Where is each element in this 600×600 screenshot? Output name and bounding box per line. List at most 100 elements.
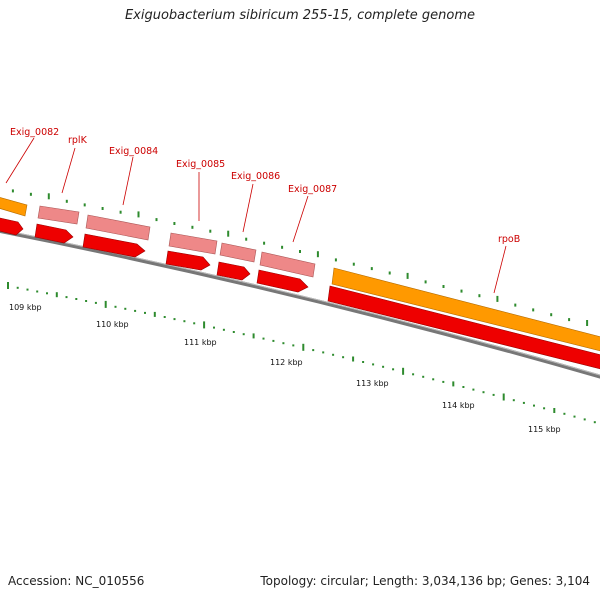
scale-tick [502, 393, 505, 401]
scale-tick [104, 300, 107, 308]
cds-rpob[interactable] [327, 285, 600, 370]
scale-tick [94, 301, 97, 304]
scale-tick [75, 298, 78, 300]
outer-tick [370, 267, 373, 271]
outer-tick [406, 272, 409, 279]
outer-tick [460, 289, 463, 293]
cds-arrow-4[interactable] [165, 250, 211, 271]
gene-label-rpob[interactable]: rpoB [498, 234, 520, 245]
scale-tick [16, 286, 19, 289]
scale-tick [193, 322, 196, 325]
scale-tick [272, 339, 275, 342]
genome-backbone [0, 228, 600, 379]
scale-tick [85, 300, 88, 302]
outer-tick [478, 294, 481, 298]
scale-tick [173, 318, 176, 321]
scale-tick [213, 326, 215, 329]
outer-tick [352, 262, 355, 266]
scale-label-112: 112 kbp [270, 358, 303, 367]
outer-tick [227, 230, 230, 237]
gene-labels: Exig_0082 rplK Exig_0084 Exig_0085 Exig_… [5, 127, 520, 294]
scale-tick-layer [7, 282, 596, 424]
accession-text: Accession: NC_010556 [8, 574, 145, 588]
outer-tick [281, 245, 284, 249]
outer-tick [11, 189, 14, 193]
scale-tick [452, 381, 455, 387]
gene-label-exig-0084[interactable]: Exig_0084 [109, 146, 158, 157]
gene-exig-0085[interactable] [168, 232, 218, 255]
gene-exig-0084[interactable] [85, 214, 151, 241]
scale-tick [114, 305, 117, 308]
scale-tick [362, 361, 365, 363]
scale-tick [553, 408, 556, 413]
gene-exig-0082[interactable] [0, 196, 28, 217]
outer-tick [532, 308, 535, 312]
scale-tick [242, 333, 245, 336]
outer-tick [47, 193, 50, 200]
gene-label-rplk[interactable]: rplK [68, 135, 88, 146]
scale-tick [7, 282, 9, 289]
gene-rpob[interactable] [331, 267, 600, 352]
scale-tick [252, 333, 255, 339]
scale-label-115: 115 kbp [528, 425, 561, 434]
outer-tick [65, 199, 68, 203]
outer-tick [388, 271, 391, 275]
scale-tick [543, 407, 546, 410]
scale-tick [144, 311, 146, 314]
outer-tick [586, 320, 589, 326]
gene-label-exig-0086[interactable]: Exig_0086 [231, 171, 280, 182]
cds-arrow-3[interactable] [82, 233, 146, 258]
scale-tick [203, 321, 206, 329]
outer-tick [101, 207, 104, 210]
outer-tick [550, 313, 553, 317]
scale-tick [583, 418, 586, 421]
outer-tick [137, 211, 140, 218]
scale-tick [422, 375, 425, 378]
gene-label-exig-0087[interactable]: Exig_0087 [288, 184, 337, 195]
cds-track [0, 217, 600, 370]
scale-tick [232, 331, 235, 333]
gene-label-exig-0085[interactable]: Exig_0085 [176, 159, 225, 170]
scale-tick [522, 401, 525, 404]
gene-label-exig-0082[interactable]: Exig_0082 [10, 127, 59, 138]
scale-tick [65, 296, 68, 299]
scale-tick [432, 378, 435, 381]
backbone-layer [0, 228, 600, 379]
cds-arrow-1[interactable] [0, 217, 24, 236]
map-title: Exiguobacterium sibiricum 255-15, comple… [124, 8, 476, 23]
outer-tick [263, 241, 266, 245]
scale-tick [412, 373, 415, 376]
gene-track [0, 196, 600, 352]
gene-rplk[interactable] [37, 205, 80, 225]
outer-tick [568, 318, 571, 322]
outer-tick [83, 203, 86, 207]
gene-exig-0087[interactable] [259, 251, 316, 278]
outer-tick [442, 285, 445, 288]
outer-tick [514, 303, 517, 307]
scale-tick [163, 316, 166, 318]
scale-tick [392, 368, 395, 371]
scale-tick [512, 399, 515, 402]
cds-arrow-6[interactable] [256, 269, 309, 293]
outer-tick [209, 229, 212, 233]
scale-tick [322, 351, 325, 354]
scale-tick [222, 328, 225, 331]
scale-tick [134, 309, 137, 312]
outer-tick [173, 222, 176, 225]
outer-tick [245, 237, 248, 241]
genome-summary-text: Topology: circular; Length: 3,034,136 bp… [260, 574, 590, 588]
scale-tick [573, 415, 576, 418]
outer-tick [29, 192, 32, 196]
scale-tick [462, 386, 465, 388]
outer-tick [316, 251, 319, 258]
scale-label-111: 111 kbp [184, 338, 217, 347]
scale-labels: 109 kbp 110 kbp 111 kbp 112 kbp 113 kbp … [9, 303, 561, 434]
scale-tick [262, 337, 265, 340]
cds-arrow-5[interactable] [216, 261, 251, 281]
cds-arrow-2[interactable] [34, 223, 74, 244]
scale-tick [153, 311, 156, 317]
gene-exig-0086[interactable] [219, 242, 257, 263]
scale-tick [46, 292, 48, 295]
